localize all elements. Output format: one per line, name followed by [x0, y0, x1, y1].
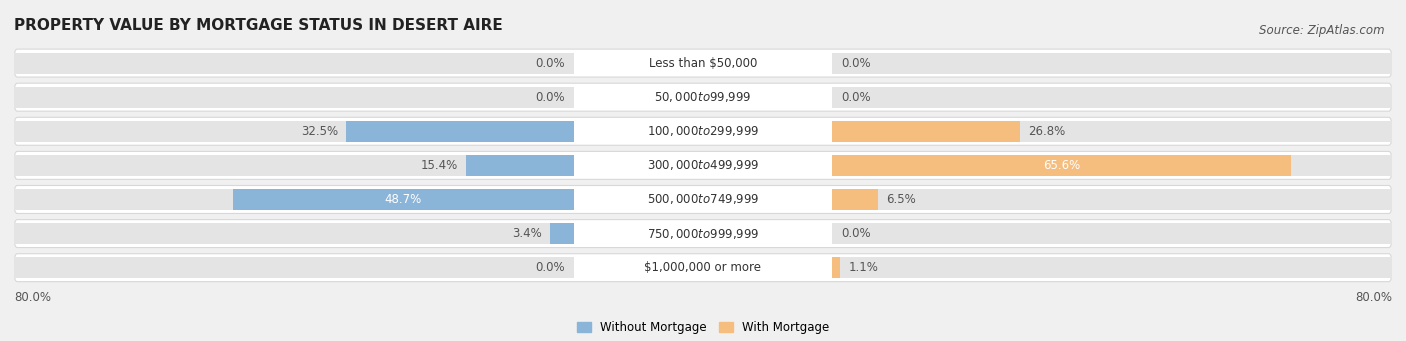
- FancyBboxPatch shape: [14, 49, 1392, 77]
- Bar: [832, 223, 1392, 244]
- Text: $500,000 to $749,999: $500,000 to $749,999: [647, 192, 759, 207]
- Text: 0.0%: 0.0%: [536, 261, 565, 274]
- Bar: [465, 155, 574, 176]
- Text: 6.5%: 6.5%: [886, 193, 917, 206]
- Text: 15.4%: 15.4%: [420, 159, 457, 172]
- Text: 0.0%: 0.0%: [841, 91, 870, 104]
- Text: $100,000 to $299,999: $100,000 to $299,999: [647, 124, 759, 138]
- Bar: [832, 155, 1392, 176]
- FancyBboxPatch shape: [14, 151, 1392, 179]
- Bar: [233, 189, 574, 210]
- Bar: [832, 121, 1019, 142]
- Bar: [832, 189, 877, 210]
- Bar: [832, 87, 1392, 108]
- FancyBboxPatch shape: [14, 83, 1392, 111]
- Bar: [14, 223, 574, 244]
- Bar: [832, 257, 839, 278]
- Text: $1,000,000 or more: $1,000,000 or more: [644, 261, 762, 274]
- FancyBboxPatch shape: [14, 186, 1392, 213]
- Bar: [832, 189, 1392, 210]
- Text: 65.6%: 65.6%: [1043, 159, 1080, 172]
- Text: Source: ZipAtlas.com: Source: ZipAtlas.com: [1260, 24, 1385, 37]
- Text: Less than $50,000: Less than $50,000: [648, 57, 758, 70]
- Text: 0.0%: 0.0%: [536, 57, 565, 70]
- Legend: Without Mortgage, With Mortgage: Without Mortgage, With Mortgage: [572, 316, 834, 339]
- Bar: [832, 53, 1392, 74]
- Text: PROPERTY VALUE BY MORTGAGE STATUS IN DESERT AIRE: PROPERTY VALUE BY MORTGAGE STATUS IN DES…: [14, 18, 503, 33]
- Text: 0.0%: 0.0%: [536, 91, 565, 104]
- Text: 48.7%: 48.7%: [385, 193, 422, 206]
- Bar: [550, 223, 574, 244]
- Bar: [832, 121, 1392, 142]
- Text: 26.8%: 26.8%: [1028, 125, 1066, 138]
- FancyBboxPatch shape: [14, 220, 1392, 248]
- Bar: [14, 121, 574, 142]
- Bar: [14, 87, 574, 108]
- Text: 80.0%: 80.0%: [1355, 291, 1392, 304]
- Text: 80.0%: 80.0%: [14, 291, 51, 304]
- Text: 0.0%: 0.0%: [841, 227, 870, 240]
- Text: 1.1%: 1.1%: [848, 261, 879, 274]
- Text: $750,000 to $999,999: $750,000 to $999,999: [647, 226, 759, 241]
- Text: $50,000 to $99,999: $50,000 to $99,999: [654, 90, 752, 104]
- Bar: [832, 155, 1291, 176]
- FancyBboxPatch shape: [14, 117, 1392, 145]
- Text: 32.5%: 32.5%: [301, 125, 337, 138]
- Bar: [14, 155, 574, 176]
- Text: 3.4%: 3.4%: [512, 227, 541, 240]
- Bar: [14, 53, 574, 74]
- Bar: [346, 121, 574, 142]
- Text: 0.0%: 0.0%: [841, 57, 870, 70]
- Bar: [14, 189, 574, 210]
- FancyBboxPatch shape: [14, 254, 1392, 282]
- Bar: [14, 257, 574, 278]
- Bar: [832, 257, 1392, 278]
- Text: $300,000 to $499,999: $300,000 to $499,999: [647, 158, 759, 173]
